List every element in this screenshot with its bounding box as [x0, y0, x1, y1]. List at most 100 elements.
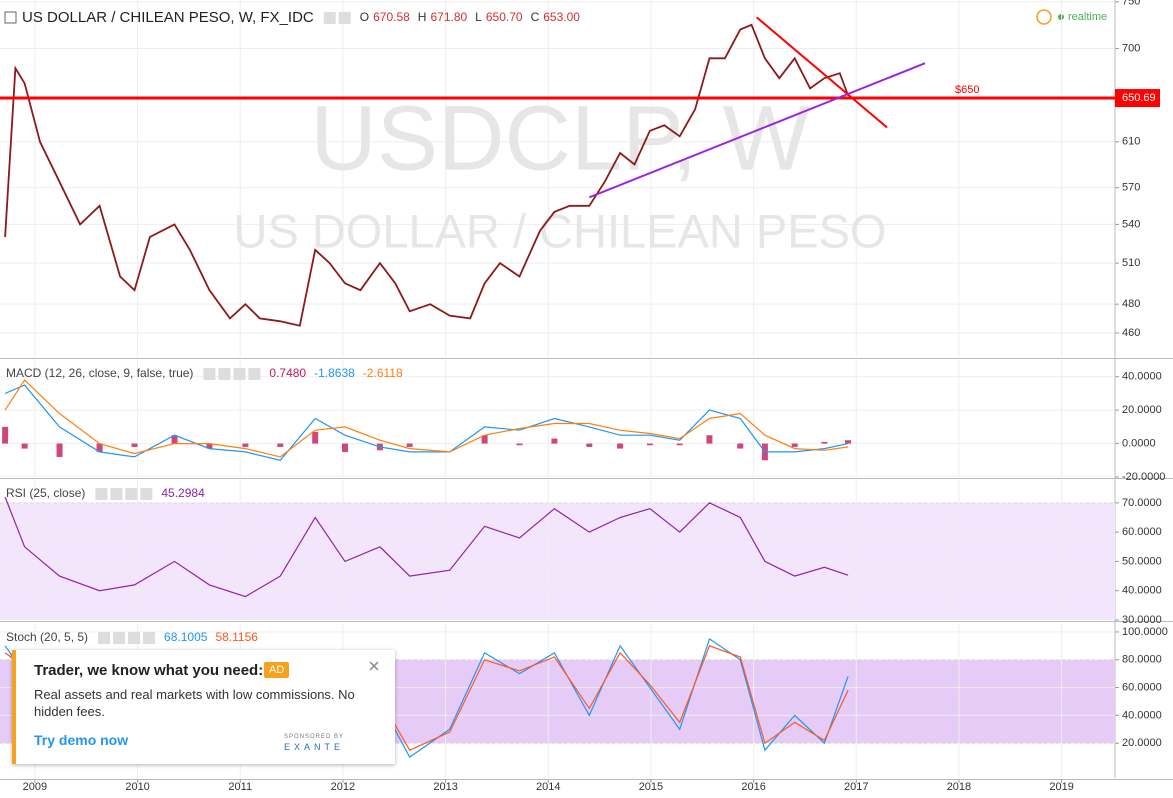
panel-title: US DOLLAR / CHILEAN PESO, W, FX_IDC — [22, 9, 314, 26]
y-tick-label: 20.0000 — [1122, 737, 1162, 749]
ad-body: Real assets and real markets with low co… — [34, 687, 355, 719]
panel — [0, 480, 1115, 620]
histogram-bar — [96, 443, 103, 452]
ad-link[interactable]: Try demo now — [34, 732, 129, 748]
ad-popup: Trader, we know what you need: AD Real a… — [12, 650, 395, 764]
histogram-bar — [312, 431, 319, 444]
toolbar-icon[interactable] — [143, 632, 156, 644]
toolbar-icon[interactable] — [98, 632, 111, 644]
histogram-bar — [21, 443, 28, 449]
alert-icon[interactable] — [1036, 9, 1052, 25]
status-dot — [1058, 14, 1064, 20]
y-tick-label: 70.0000 — [1122, 497, 1162, 509]
ad-title: Trader, we know what you need: — [34, 662, 264, 679]
x-tick-label: 2016 — [741, 781, 765, 793]
y-tick-label: 510 — [1122, 257, 1140, 269]
x-tick-label: 2014 — [536, 781, 560, 793]
histogram-bar — [242, 443, 249, 447]
y-tick-label: 540 — [1122, 218, 1140, 230]
toolbar-icon[interactable] — [128, 632, 141, 644]
histogram-bar — [341, 443, 348, 452]
histogram-bar — [56, 443, 63, 457]
panel — [0, 360, 1115, 477]
trend-line — [756, 16, 888, 129]
histogram-bar — [845, 440, 852, 444]
histogram-bar — [737, 443, 744, 449]
close-button[interactable] — [368, 660, 380, 672]
x-tick-label: 2013 — [433, 781, 457, 793]
toolbar-icon[interactable] — [233, 368, 246, 380]
series-line — [4, 384, 849, 461]
axis-panel — [1115, 0, 1173, 798]
price-label-box — [1115, 89, 1160, 108]
y-tick-label: 40.0000 — [1122, 709, 1162, 721]
y-tick-label: 20.0000 — [1122, 404, 1162, 416]
ad-brand: EXANTE — [284, 742, 345, 752]
series-line — [4, 23, 849, 327]
y-tick-label: -20.0000 — [1122, 471, 1165, 483]
indicator-value: -2.6118 — [363, 366, 403, 380]
indicator-value: 0.7480 — [269, 366, 306, 380]
watermark: USDCLP, W — [310, 87, 809, 189]
y-tick-label: 50.0000 — [1122, 555, 1162, 567]
histogram-bar — [791, 443, 798, 447]
ohlc-value: 653.00 — [543, 10, 580, 24]
y-tick-label: 40.0000 — [1122, 371, 1162, 383]
toolbar-icon[interactable] — [338, 12, 351, 24]
panel: USDCLP, W US DOLLAR / CHILEAN PESO $650 — [0, 0, 1115, 357]
toolbar-icon[interactable] — [218, 368, 231, 380]
histogram-bar — [646, 443, 653, 446]
histogram-bar — [171, 435, 178, 444]
x-tick-label: 2018 — [947, 781, 971, 793]
histogram-bar — [676, 443, 683, 446]
panel-title: Stoch (20, 5, 5) — [6, 630, 88, 644]
y-tick-label: 60.0000 — [1122, 526, 1162, 538]
watermark: US DOLLAR / CHILEAN PESO — [234, 204, 887, 257]
y-tick-label: 0.0000 — [1122, 437, 1156, 449]
x-tick-label: 2017 — [844, 781, 868, 793]
price-label: 650.69 — [1122, 92, 1156, 104]
toolbar-icon[interactable] — [203, 368, 216, 380]
ad-badge: AD — [264, 662, 290, 678]
y-tick-label: 100.0000 — [1122, 626, 1168, 638]
indicator-value: 45.2984 — [161, 486, 205, 500]
y-tick-label: 750 — [1122, 0, 1140, 8]
panel-title: MACD (12, 26, close, 9, false, true) — [6, 366, 193, 380]
indicator-value: 58.1156 — [215, 630, 258, 644]
ad-sponsor: SPONSORED BY — [284, 734, 345, 740]
indicator-value: 68.1005 — [164, 630, 208, 644]
plot-area — [0, 480, 1115, 620]
y-tick-label: 40.0000 — [1122, 585, 1162, 597]
y-tick-label: 80.0000 — [1122, 654, 1162, 666]
histogram-bar — [206, 443, 213, 449]
y-tick-label: 460 — [1122, 327, 1140, 339]
ohlc-value: 671.80 — [430, 10, 467, 24]
plot-area — [0, 360, 1115, 477]
toolbar-icon[interactable] — [113, 632, 126, 644]
status: realtime — [1068, 11, 1107, 23]
toolbar-icon[interactable] — [110, 488, 123, 500]
annotation: $650 — [955, 84, 979, 96]
histogram-bar — [406, 443, 413, 447]
toolbar-icon[interactable] — [125, 488, 138, 500]
y-tick-label: 570 — [1122, 182, 1140, 194]
toolbar-icon[interactable] — [140, 488, 153, 500]
toolbar-icon[interactable] — [95, 488, 108, 500]
toolbar-icon[interactable] — [323, 12, 336, 24]
histogram-bar — [277, 443, 284, 447]
series-line — [4, 496, 849, 598]
x-tick-label: 2019 — [1049, 781, 1073, 793]
histogram-bar — [481, 435, 488, 444]
indicator-value: -1.8638 — [314, 366, 355, 380]
histogram-bar — [586, 443, 593, 447]
y-tick-label: 480 — [1122, 298, 1140, 310]
ohlc-key: C — [531, 10, 540, 24]
ohlc-value: 670.58 — [373, 10, 410, 24]
ohlc-key: O — [360, 10, 369, 24]
symbol-icon — [4, 11, 17, 24]
histogram-bar — [516, 443, 523, 446]
toolbar-icon[interactable] — [248, 368, 261, 380]
ohlc-key: H — [418, 10, 427, 24]
x-tick-label: 2012 — [331, 781, 355, 793]
ohlc-key: L — [475, 10, 482, 24]
